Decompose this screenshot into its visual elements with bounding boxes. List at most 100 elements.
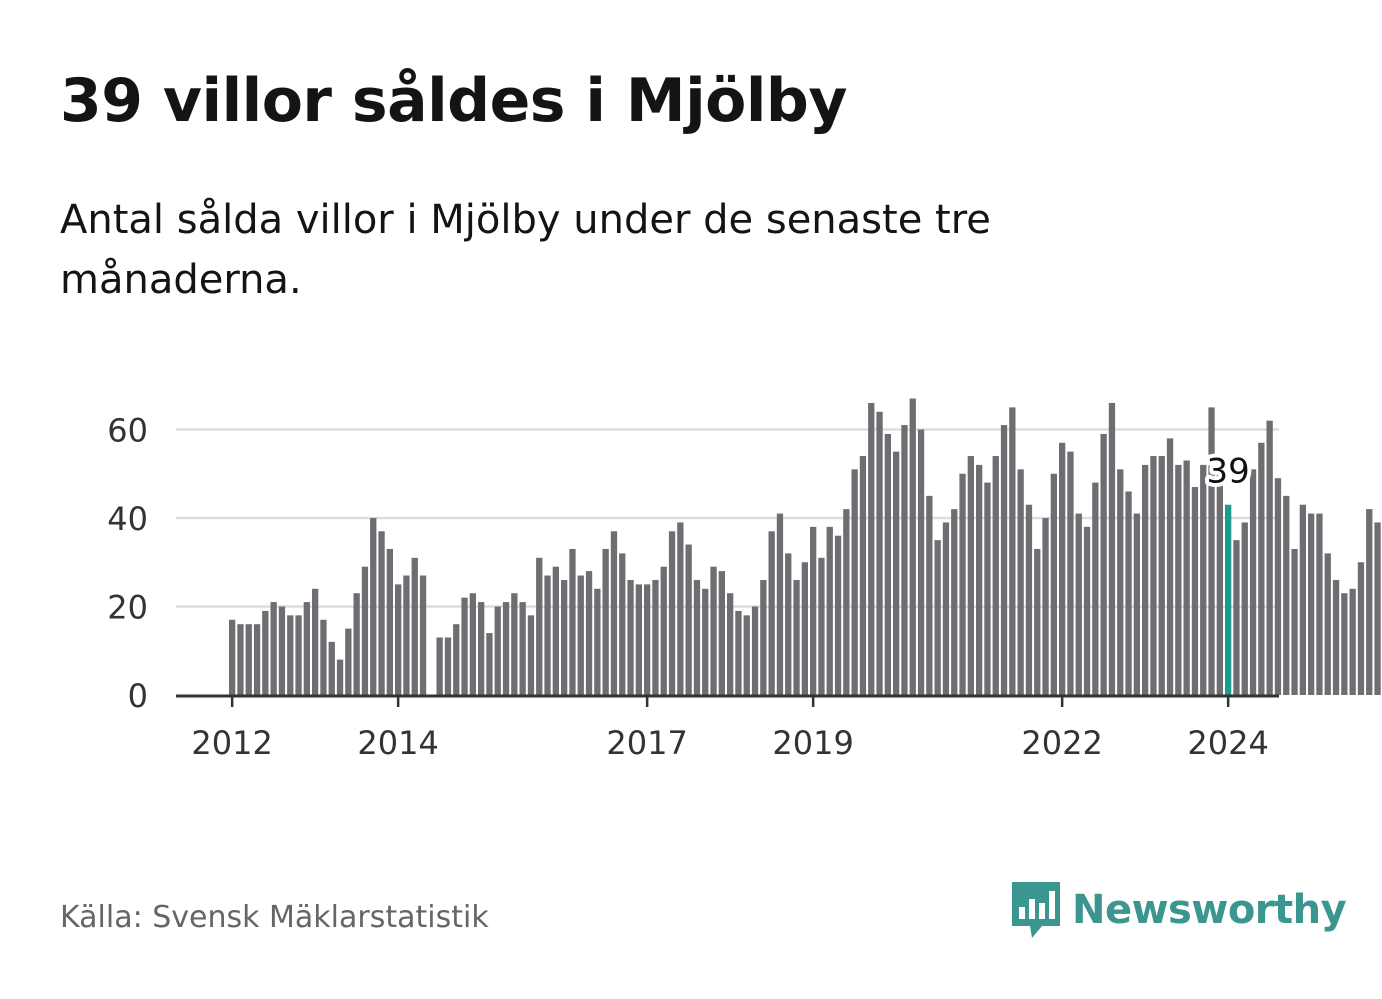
- bar: [1175, 464, 1182, 695]
- bar: [544, 575, 551, 695]
- bar: [668, 531, 676, 695]
- bar: [859, 456, 867, 695]
- bar: [1117, 469, 1124, 695]
- bar: [834, 535, 842, 695]
- x-tick-label: 2024: [1187, 724, 1268, 762]
- bar: [237, 624, 244, 695]
- bar: [801, 562, 808, 695]
- bar: [785, 553, 792, 695]
- bar: [1067, 451, 1074, 695]
- bar: [1266, 420, 1273, 695]
- bar: [627, 579, 634, 695]
- chart-subtitle: Antal sålda villor i Mjölby under de sen…: [60, 197, 991, 303]
- bar: [278, 606, 286, 695]
- bar: [1308, 513, 1315, 695]
- bar: [1191, 487, 1199, 695]
- bar: [594, 588, 601, 695]
- bar: [1025, 504, 1033, 695]
- bar: [893, 451, 900, 695]
- y-tick-label: 60: [107, 412, 148, 450]
- bar: [1158, 456, 1165, 695]
- bar: [1083, 526, 1091, 695]
- bar: [1258, 442, 1265, 695]
- bar: [1017, 469, 1024, 695]
- highlight-value-halo: 39: [1207, 452, 1250, 492]
- bar: [253, 624, 261, 695]
- bar: [403, 575, 410, 695]
- bar: [494, 606, 501, 695]
- bar: [1208, 407, 1215, 695]
- bar: [378, 531, 385, 695]
- bar: [1341, 593, 1348, 695]
- bar: [942, 522, 950, 695]
- chart-title: 39 villor såldes i Mjölby: [60, 66, 847, 136]
- bar: [826, 526, 833, 695]
- bar: [1324, 553, 1331, 695]
- bar: [328, 641, 335, 695]
- bar: [353, 593, 360, 695]
- bar: [577, 575, 584, 695]
- bar: [644, 584, 651, 695]
- bar: [287, 615, 294, 695]
- bar: [486, 633, 493, 695]
- bar: [478, 602, 485, 695]
- bar: [602, 548, 609, 695]
- bar: [552, 566, 559, 695]
- bar: [652, 579, 659, 695]
- bar: [884, 433, 891, 695]
- bar: [320, 619, 327, 695]
- y-tick-label: 20: [107, 589, 148, 627]
- bar: [951, 509, 958, 695]
- bar: [1050, 473, 1057, 695]
- bar: [768, 531, 775, 695]
- bar: [760, 579, 767, 695]
- bar: [370, 518, 377, 695]
- bar: [685, 544, 692, 695]
- bar: [1233, 540, 1240, 695]
- bar: [1100, 433, 1107, 695]
- bar: [727, 593, 734, 695]
- bar: [843, 509, 850, 695]
- bar: [1283, 495, 1290, 695]
- bar: [1374, 522, 1381, 695]
- bar: [270, 602, 277, 695]
- bar: [345, 628, 352, 695]
- bar: [295, 615, 302, 695]
- bar: [245, 624, 252, 695]
- newsworthy-logo-icon: [1012, 882, 1060, 938]
- brand-name: Newsworthy: [1072, 887, 1347, 933]
- bar: [444, 637, 452, 695]
- bar: [967, 456, 974, 695]
- bar: [976, 464, 983, 695]
- x-tick-label: 2014: [357, 724, 438, 762]
- bar: [868, 402, 875, 695]
- bar: [312, 588, 319, 695]
- bar: [660, 566, 667, 695]
- bar: [735, 610, 742, 695]
- bar: [411, 557, 418, 695]
- bar: [1092, 482, 1099, 695]
- bar: [386, 548, 393, 695]
- bar: [436, 637, 443, 695]
- bar: [876, 411, 883, 695]
- bar: [461, 597, 468, 695]
- bar: [1332, 579, 1340, 695]
- y-tick-label: 0: [128, 677, 148, 715]
- bar: [1034, 548, 1041, 695]
- bar: [917, 429, 925, 695]
- bar: [743, 615, 750, 695]
- bar: [1166, 438, 1174, 695]
- bar: [536, 557, 543, 695]
- bar: [585, 571, 593, 695]
- bar: [776, 513, 784, 695]
- brand-logo[interactable]: Newsworthy: [1010, 878, 1347, 942]
- bar: [984, 482, 991, 695]
- bar: [229, 619, 236, 695]
- bar: [693, 579, 701, 695]
- bar: [561, 579, 568, 695]
- bar: [1200, 464, 1207, 695]
- bar: [303, 602, 310, 695]
- bar: [519, 602, 526, 695]
- bar: [718, 571, 725, 695]
